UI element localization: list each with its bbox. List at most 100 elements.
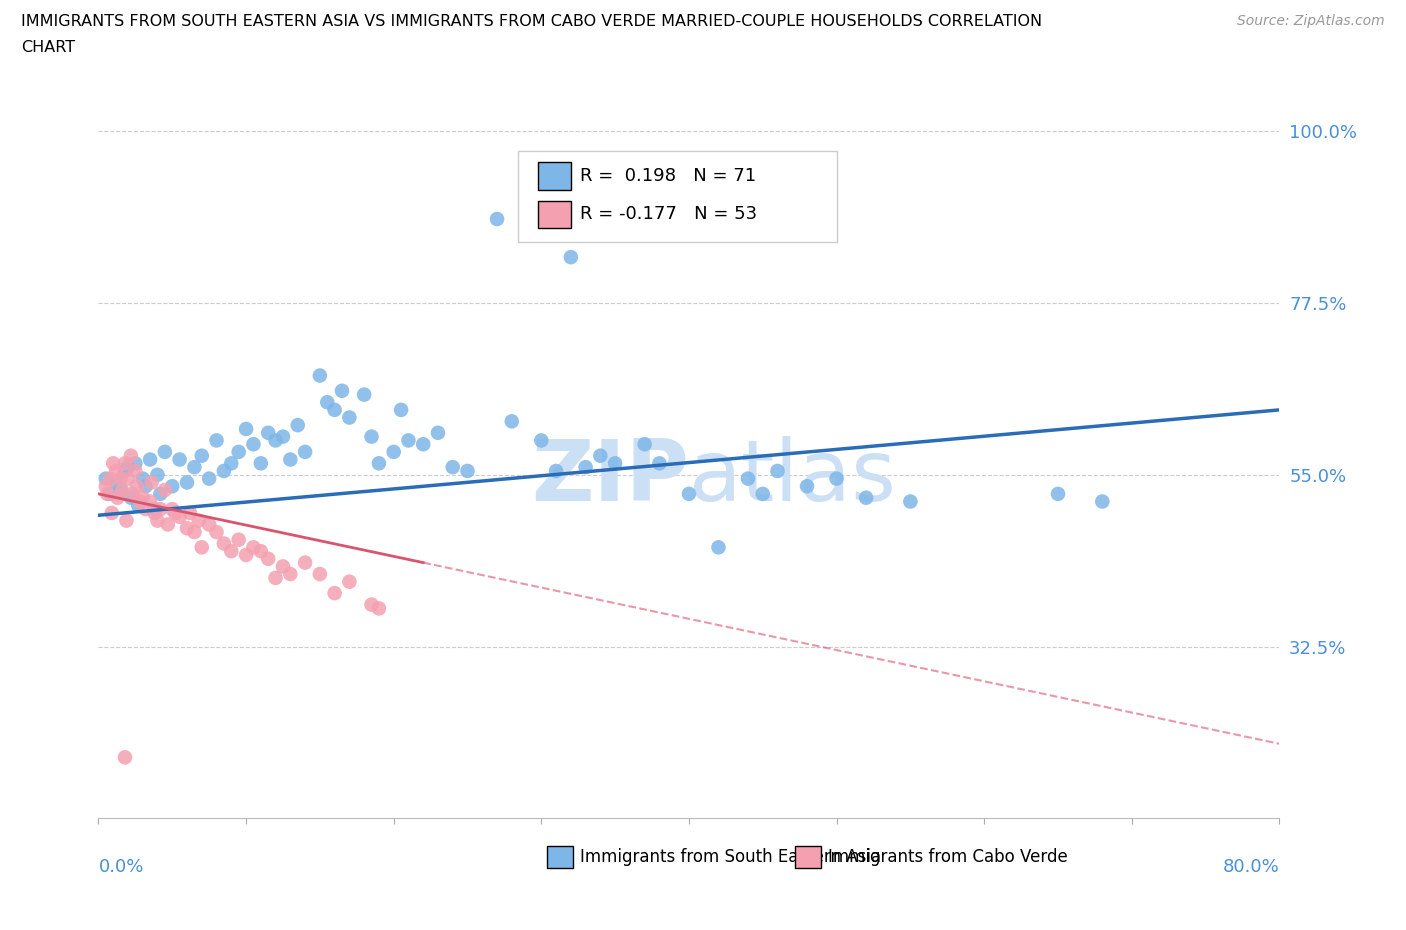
Point [169, 510, 191, 525]
Point [117, 472, 139, 486]
Point [169, 452, 191, 467]
Point [546, 463, 568, 478]
Point [139, 452, 162, 467]
Point [191, 448, 214, 463]
Point [398, 433, 420, 448]
Point [294, 445, 316, 459]
Point [146, 513, 169, 528]
Point [825, 472, 848, 486]
Point [105, 463, 128, 478]
Point [153, 445, 176, 459]
Point [110, 472, 132, 486]
Point [149, 486, 172, 501]
Point [94, 479, 117, 494]
Point [737, 472, 759, 486]
Point [111, 483, 134, 498]
Point [128, 494, 150, 509]
Point [501, 414, 523, 429]
Point [127, 498, 149, 512]
Text: R =  0.198   N = 71: R = 0.198 N = 71 [581, 166, 756, 185]
Point [183, 459, 205, 474]
Point [176, 475, 198, 490]
Point [120, 490, 142, 505]
Point [457, 463, 479, 478]
Point [212, 463, 235, 478]
Point [121, 486, 143, 501]
Point [287, 418, 309, 432]
Point [257, 425, 280, 440]
Point [143, 501, 166, 516]
FancyBboxPatch shape [517, 151, 837, 242]
Point [330, 383, 353, 398]
Point [294, 555, 316, 570]
Point [179, 506, 201, 521]
Point [228, 532, 250, 547]
Text: 80.0%: 80.0% [1223, 858, 1279, 876]
FancyBboxPatch shape [537, 162, 571, 190]
FancyBboxPatch shape [537, 201, 571, 228]
Point [124, 463, 146, 478]
Point [105, 475, 128, 490]
Point [264, 570, 287, 585]
Point [221, 544, 243, 559]
Point [1046, 486, 1070, 501]
Text: CHART: CHART [21, 40, 75, 55]
Point [368, 601, 391, 616]
Point [353, 387, 375, 402]
Point [575, 459, 598, 474]
Point [228, 445, 250, 459]
Point [280, 452, 302, 467]
Text: Source: ZipAtlas.com: Source: ZipAtlas.com [1237, 14, 1385, 28]
Point [100, 506, 122, 521]
Point [165, 506, 187, 521]
Point [156, 517, 179, 532]
Point [250, 544, 273, 559]
Point [242, 540, 264, 555]
Point [530, 433, 553, 448]
Point [212, 536, 235, 551]
Point [707, 540, 730, 555]
FancyBboxPatch shape [796, 846, 821, 868]
Point [124, 456, 146, 471]
Point [114, 750, 136, 764]
Point [560, 250, 582, 265]
Point [280, 566, 302, 581]
Point [146, 468, 169, 483]
Point [250, 456, 273, 471]
Point [107, 490, 129, 505]
Point [183, 525, 205, 539]
Point [94, 472, 117, 486]
Point [98, 486, 121, 501]
Point [198, 517, 221, 532]
Point [900, 494, 922, 509]
Point [191, 540, 214, 555]
Point [427, 425, 450, 440]
Text: Immigrants from Cabo Verde: Immigrants from Cabo Verde [828, 848, 1069, 866]
Point [766, 463, 789, 478]
Point [98, 472, 121, 486]
FancyBboxPatch shape [547, 846, 574, 868]
Point [360, 429, 382, 444]
Point [187, 513, 209, 528]
Point [271, 429, 294, 444]
Point [441, 459, 464, 474]
Point [486, 211, 509, 226]
Point [198, 472, 221, 486]
Point [242, 437, 264, 452]
Point [339, 574, 361, 589]
Point [125, 479, 148, 494]
Point [135, 501, 157, 516]
Text: atlas: atlas [689, 436, 897, 519]
Point [235, 548, 257, 563]
Point [149, 501, 172, 516]
Point [1091, 494, 1114, 509]
Text: ZIP: ZIP [531, 436, 689, 519]
Point [257, 551, 280, 566]
Point [114, 463, 136, 478]
Point [135, 479, 157, 494]
Point [176, 521, 198, 536]
Point [309, 566, 332, 581]
Point [323, 586, 346, 601]
Point [117, 459, 139, 474]
Point [389, 403, 412, 418]
